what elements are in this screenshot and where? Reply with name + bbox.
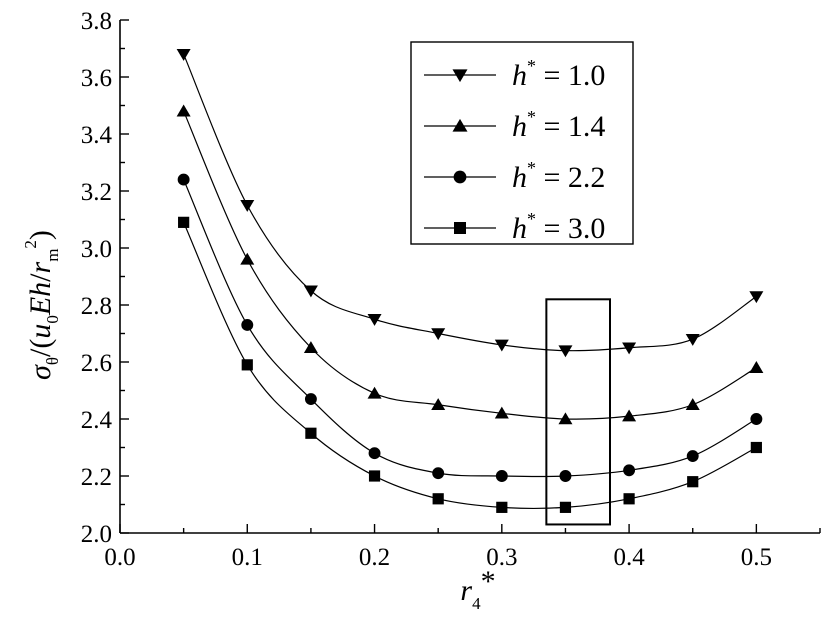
y-tick-label: 2.8	[81, 293, 112, 320]
legend-marker	[454, 222, 466, 234]
data-point-h-2-2	[368, 447, 381, 460]
data-point-h-2-2	[686, 450, 699, 462]
legend-marker	[453, 170, 467, 184]
data-point-h-1-0	[367, 314, 382, 326]
data-point-h-1-4	[240, 252, 255, 265]
legend-label: h* = 1.4	[512, 107, 605, 143]
y-tick-label: 2.0	[81, 521, 112, 548]
y-tick-label: 2.6	[81, 350, 112, 377]
data-point-h-3-0	[305, 427, 317, 439]
highlight-box	[545, 298, 612, 526]
data-point-h-1-0	[558, 345, 573, 358]
legend-marker	[452, 69, 468, 83]
data-point-h-1-4	[494, 406, 509, 419]
legend-label: h* = 2.2	[512, 158, 605, 194]
data-point-h-2-2	[623, 464, 636, 477]
data-point-h-1-0	[176, 48, 191, 61]
data-point-h-3-0	[559, 501, 572, 513]
data-point-h-3-0	[623, 493, 635, 505]
x-tick-label: 0.1	[232, 544, 263, 571]
y-tick-label: 2.4	[81, 407, 113, 434]
legend-label: h* = 1.0	[512, 56, 605, 92]
data-point-h-3-0	[750, 441, 762, 454]
data-point-h-1-0	[749, 291, 764, 304]
data-point-h-1-4	[558, 412, 573, 425]
legend: h* = 1.0 h* = 1.4 h* = 2.2 h* = 3.0	[410, 41, 634, 245]
data-point-h-3-0	[496, 501, 508, 513]
legend-marker	[452, 118, 468, 132]
data-point-h-1-4	[303, 341, 318, 353]
data-point-h-1-0	[685, 333, 700, 346]
data-point-h-2-2	[432, 467, 445, 480]
legend-label: h* = 3.0	[512, 209, 605, 245]
data-point-h-2-2	[559, 470, 572, 482]
data-point-h-3-0	[241, 359, 253, 371]
data-point-h-3-0	[687, 476, 699, 488]
x-tick-label: 0.5	[741, 544, 772, 571]
y-tick-label: 3.2	[81, 179, 112, 206]
legend-entry-h-1-4: h* = 1.4	[424, 107, 605, 143]
data-point-h-1-4	[176, 104, 191, 117]
y-tick-label: 3.6	[81, 65, 112, 92]
y-tick-label: 3.0	[81, 236, 112, 263]
legend-entry-h-3-0: h* = 3.0	[424, 209, 605, 245]
y-tick-label: 3.8	[81, 8, 112, 35]
data-point-h-1-0	[303, 285, 318, 298]
x-tick-label: 0.0	[104, 544, 135, 571]
legend-entry-h-1-0: h* = 1.0	[424, 56, 605, 92]
data-point-h-1-4	[367, 386, 382, 399]
x-tick-label: 0.2	[359, 544, 390, 571]
data-point-h-2-2	[177, 173, 190, 186]
data-point-h-3-0	[178, 216, 190, 228]
data-point-h-1-0	[240, 200, 255, 212]
data-point-h-2-2	[495, 470, 508, 482]
data-point-h-1-0	[431, 328, 446, 341]
y-tick-label: 3.4	[81, 122, 113, 149]
data-point-h-1-4	[431, 398, 446, 410]
data-point-h-1-4	[622, 409, 637, 422]
data-point-h-1-0	[622, 342, 637, 355]
y-tick-label: 2.2	[81, 464, 112, 491]
series-line-h-3-0	[183, 222, 757, 510]
data-point-h-1-4	[685, 398, 700, 410]
data-point-h-2-2	[304, 393, 317, 405]
series-layer	[176, 48, 764, 513]
y-axis-title: σθ/(u0Eh/rm2)	[21, 230, 62, 380]
x-axis-title: r4*	[460, 565, 495, 613]
x-tick-label: 0.4	[613, 544, 645, 571]
data-point-h-2-2	[750, 413, 763, 425]
x-tick-label: 0.3	[486, 544, 517, 571]
legend-entry-h-2-2: h* = 2.2	[424, 158, 605, 194]
data-point-h-3-0	[432, 493, 444, 505]
series-line-h-1-0	[183, 53, 757, 352]
y-ticks: 2.0 2.2 2.4 2.6 2.8 3.0 3.2 3.4 3.6 3.8	[81, 8, 129, 548]
x-ticks: 0.0 0.1 0.2 0.3 0.4 0.5	[104, 524, 821, 571]
data-point-h-1-4	[749, 361, 764, 373]
data-point-h-2-2	[241, 319, 254, 331]
data-point-h-1-0	[494, 339, 509, 352]
data-point-h-3-0	[368, 470, 381, 482]
legend-box	[410, 41, 634, 245]
